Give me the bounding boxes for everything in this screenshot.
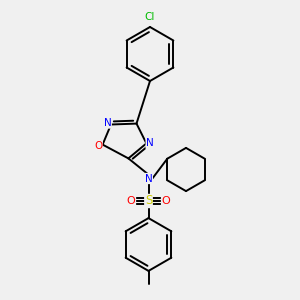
Text: S: S <box>145 194 152 208</box>
Text: N: N <box>145 173 152 184</box>
Text: O: O <box>94 141 102 151</box>
Text: O: O <box>127 196 136 206</box>
Text: O: O <box>161 196 170 206</box>
Text: N: N <box>103 118 111 128</box>
Text: N: N <box>146 138 154 148</box>
Text: Cl: Cl <box>145 12 155 22</box>
